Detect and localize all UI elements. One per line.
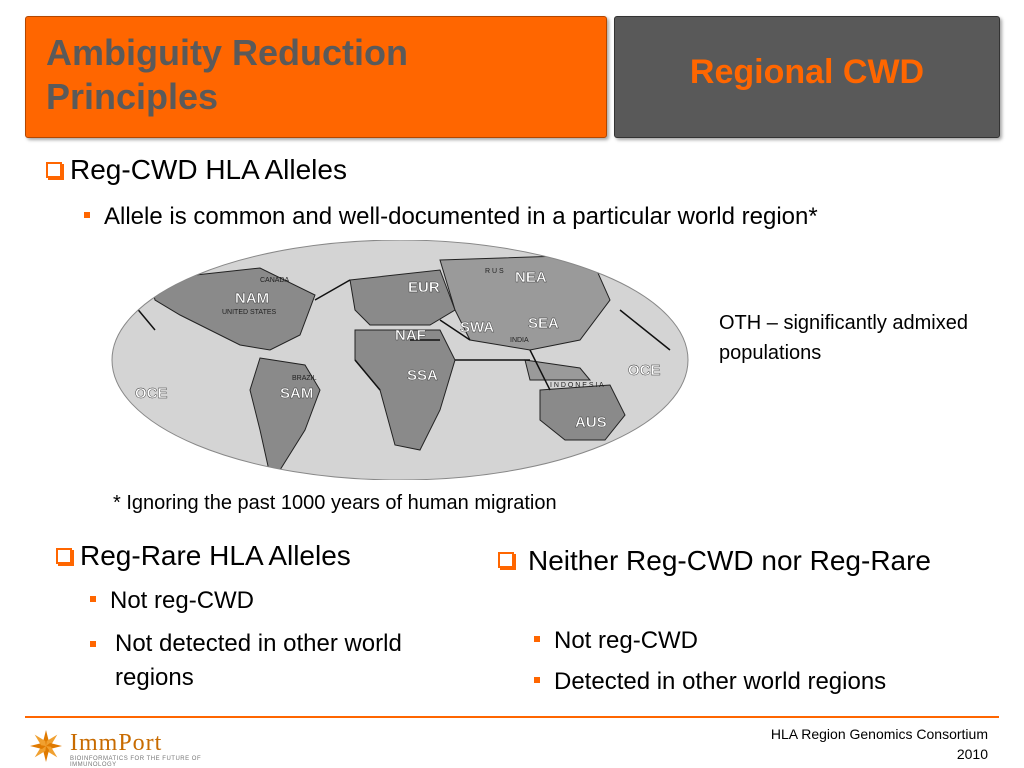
sunburst-logo-icon (30, 730, 62, 762)
section-header-right: Regional CWD (614, 16, 1000, 138)
slide-subtitle: Regional CWD (689, 53, 925, 91)
checkbox-bullet-icon (498, 552, 514, 568)
north-america-shape (149, 267, 316, 351)
checkbox-bullet-icon (56, 547, 72, 564)
logo-tagline: BIOINFORMATICS FOR THE FUTURE OF IMMUNOL… (70, 756, 202, 768)
bullet-reg-rare: Reg-Rare HLA Alleles (56, 540, 351, 572)
slide-title: Ambiguity Reduction Principles (46, 32, 408, 117)
sub-bullet-reg-rare-1: Not reg-CWD (90, 587, 254, 615)
sub-bullet-text: Not reg-CWD (554, 627, 699, 654)
map-label-rus: R U S (485, 268, 504, 275)
region-label-sam: SAM (280, 385, 313, 402)
sub-bullet-text: Allele is common and well-documented in … (104, 203, 818, 230)
region-label-aus: AUS (575, 414, 607, 431)
map-label-brazil: BRAZIL (292, 375, 317, 382)
region-label-eur: EUR (408, 279, 440, 296)
footer-year: 2010 (956, 746, 988, 762)
footer-credit: HLA Region Genomics Consortium 2010 (771, 724, 988, 764)
bullet-heading: Reg-CWD HLA Alleles (70, 154, 347, 185)
bullet-heading: Reg-Rare HLA Alleles (80, 540, 351, 571)
map-label-us: UNITED STATES (222, 309, 277, 316)
bullet-reg-cwd: Reg-CWD HLA Alleles (46, 154, 347, 186)
map-label-india: INDIA (510, 337, 529, 344)
sub-bullet-text: Not reg-CWD (110, 587, 255, 614)
world-region-map: NAM EUR NEA NAF SWA SEA SSA SAM OCE OCE … (111, 240, 689, 480)
region-label-nea: NEA (515, 269, 547, 286)
map-label-canada: CANADA (260, 277, 290, 284)
oth-note: OTH – significantly admixed populations (719, 312, 968, 364)
region-label-oce-west: OCE (135, 385, 168, 402)
region-label-sea: SEA (528, 315, 559, 332)
sub-bullet-text: Not detected in other world regions (115, 630, 402, 691)
square-bullet-icon (90, 641, 96, 647)
sub-bullet-neither-2: Detected in other world regions (534, 668, 886, 696)
square-bullet-icon (90, 595, 96, 602)
checkbox-bullet-icon (46, 161, 62, 178)
footer-divider (25, 716, 999, 718)
square-bullet-icon (534, 635, 540, 642)
map-label-indonesia: I N D O N E S I A (550, 382, 604, 389)
square-bullet-icon (84, 211, 90, 218)
square-bullet-icon (534, 676, 540, 683)
sub-bullet-neither-1: Not reg-CWD (534, 627, 698, 655)
bullet-neither: Neither Reg-CWD nor Reg-Rare (498, 540, 968, 582)
map-footnote: * Ignoring the past 1000 years of human … (113, 492, 557, 514)
sub-bullet-reg-rare-2: Not detected in other world regions (90, 627, 470, 695)
region-label-nam: NAM (235, 290, 269, 307)
sub-bullet-reg-cwd: Allele is common and well-documented in … (84, 203, 818, 231)
australia-shape (539, 384, 626, 441)
region-label-ssa: SSA (407, 367, 438, 384)
indonesia-shape (524, 359, 592, 381)
immport-logo: ImmPort BIOINFORMATICS FOR THE FUTURE OF… (28, 726, 228, 768)
footer-consortium: HLA Region Genomics Consortium (770, 726, 988, 742)
sub-bullet-text: Detected in other world regions (554, 668, 887, 695)
region-label-naf: NAF (395, 327, 426, 344)
region-label-oce-east: OCE (628, 362, 661, 379)
region-label-swa: SWA (460, 319, 494, 336)
bullet-heading: Neither Reg-CWD nor Reg-Rare (528, 545, 932, 576)
logo-name: ImmPort (70, 730, 163, 756)
section-header-left: Ambiguity Reduction Principles (25, 16, 607, 138)
europe-shape (349, 269, 456, 326)
